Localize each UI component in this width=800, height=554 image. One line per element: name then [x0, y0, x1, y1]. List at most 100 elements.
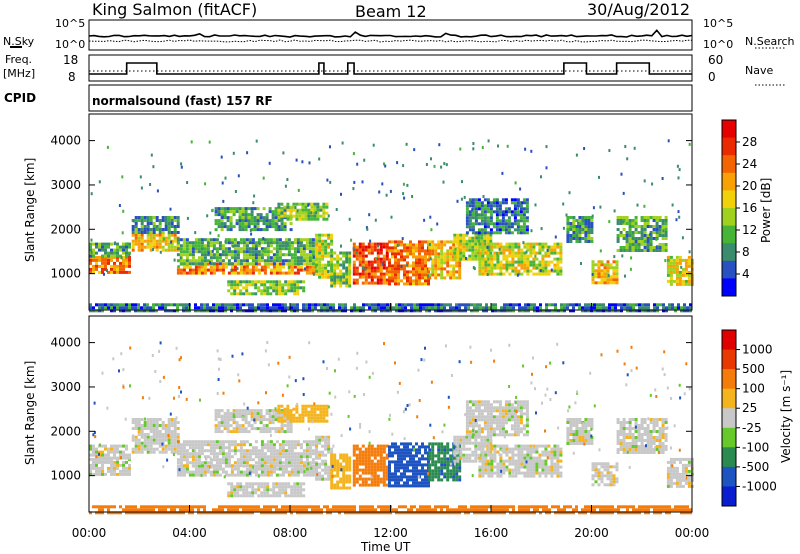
echo-cell — [391, 279, 394, 283]
echo-cell — [131, 447, 135, 451]
echo-cell — [212, 452, 216, 456]
echo-cell — [649, 249, 653, 252]
echo-cell — [327, 214, 330, 218]
echo-cell — [218, 253, 222, 257]
echo-cell — [149, 216, 153, 219]
echo-cell — [296, 259, 300, 263]
echo-cell — [90, 251, 93, 255]
echo-cell — [125, 469, 128, 473]
echo-cell — [421, 282, 424, 286]
echo-cell — [185, 467, 189, 471]
echo-cell — [242, 309, 245, 313]
echo-cell — [678, 261, 682, 265]
echo-cell — [376, 257, 380, 261]
echo-cell — [221, 268, 225, 272]
echo-cell — [131, 427, 135, 430]
echo-cell — [155, 418, 159, 421]
echo-cell — [434, 270, 438, 274]
echo-cell — [336, 278, 340, 282]
echo-cell — [440, 255, 444, 259]
echo-cell — [254, 464, 258, 468]
echo-cell — [257, 452, 261, 456]
echo-cell — [304, 208, 308, 212]
echo-cell — [356, 162, 359, 166]
echo-cell — [280, 430, 284, 434]
echo-cell — [137, 427, 141, 430]
echo-cell — [424, 258, 427, 262]
echo-cell — [380, 303, 383, 307]
echo-cell — [185, 440, 189, 444]
echo-cell — [107, 466, 110, 470]
echo-cell — [158, 418, 162, 421]
echo-cell — [394, 475, 397, 479]
echo-cell — [305, 303, 308, 307]
echo-cell — [631, 246, 635, 249]
echo-cell — [197, 440, 201, 444]
echo-cell — [274, 225, 278, 229]
echo-cell — [477, 201, 481, 205]
echo-cell — [312, 255, 315, 259]
echo-cell — [242, 461, 246, 465]
echo-cell — [185, 250, 189, 254]
echo-cell — [474, 254, 478, 258]
echo-cell — [276, 228, 279, 232]
echo-cell — [212, 244, 216, 248]
echo-cell — [197, 241, 201, 245]
echo-cell — [352, 152, 355, 156]
echo-cell — [376, 480, 380, 484]
echo-cell — [263, 271, 267, 275]
echo-cell — [209, 452, 213, 456]
echo-cell — [290, 268, 294, 272]
echo-cell — [578, 219, 582, 222]
echo-cell — [385, 456, 389, 460]
echo-cell — [458, 273, 462, 277]
echo-cell — [149, 447, 153, 451]
echo-cell — [394, 442, 397, 446]
echo-cell — [575, 219, 579, 222]
echo-cell — [400, 454, 403, 458]
echo-cell — [519, 210, 523, 214]
echo-cell — [286, 416, 290, 420]
echo-cell — [590, 228, 594, 231]
echo-cell — [619, 222, 623, 225]
echo-cell — [322, 416, 326, 420]
echo-cell — [241, 409, 245, 413]
echo-cell — [578, 237, 582, 240]
echo-cell — [562, 202, 565, 206]
echo-cell — [134, 450, 138, 454]
echo-cell — [666, 264, 670, 268]
echo-cell — [373, 272, 377, 276]
echo-cell — [182, 265, 186, 269]
echo-cell — [333, 257, 337, 261]
echo-cell — [385, 269, 389, 273]
echo-cell — [239, 238, 243, 242]
echo-cell — [269, 292, 273, 296]
echo-cell — [284, 467, 288, 471]
echo-cell — [428, 246, 432, 250]
echo-cell — [185, 241, 189, 245]
echo-cell — [259, 216, 263, 220]
echo-cell — [197, 455, 201, 459]
echo-cell — [277, 225, 281, 229]
echo-cell — [230, 283, 234, 287]
echo-cell — [400, 249, 403, 253]
echo-cell — [400, 252, 403, 256]
echo-cell — [104, 258, 107, 262]
echo-cell — [287, 473, 291, 477]
echo-cell — [367, 444, 371, 448]
echo-cell — [318, 465, 322, 469]
echo-cell — [391, 264, 394, 268]
echo-cell — [453, 251, 457, 255]
echo-cell — [662, 303, 665, 307]
echo-cell — [333, 465, 337, 469]
echo-cell — [361, 462, 365, 466]
echo-cell — [227, 306, 230, 310]
echo-cell — [239, 309, 242, 313]
echo-cell — [134, 219, 138, 222]
echo-cell — [289, 410, 293, 414]
echo-cell — [348, 465, 352, 469]
freq-trace — [89, 62, 692, 75]
echo-cell — [110, 251, 113, 255]
echo-cell — [266, 449, 270, 453]
echo-cell — [281, 464, 285, 468]
